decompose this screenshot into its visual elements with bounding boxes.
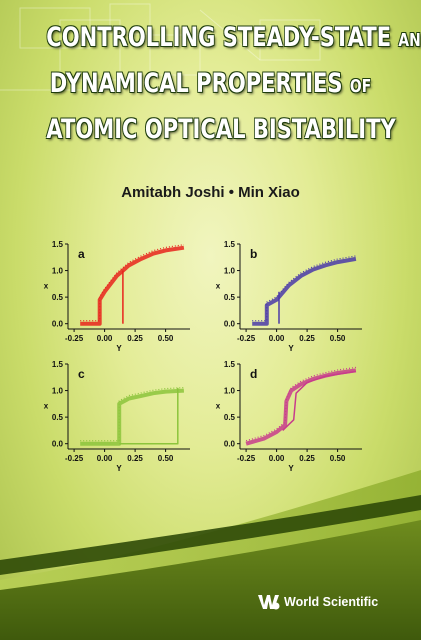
- x-tick-label: 0.00: [97, 334, 113, 343]
- x-tick-label: 0.25: [299, 454, 315, 463]
- world-scientific-logo-icon: [258, 595, 280, 610]
- x-tick-label: 0.50: [330, 454, 346, 463]
- panel-letter: d: [250, 367, 257, 381]
- x-tick-label: -0.25: [65, 454, 84, 463]
- publisher: World Scientific: [258, 593, 378, 611]
- title-line-1-small: AND: [398, 30, 421, 51]
- y-axis-label: x: [216, 282, 221, 291]
- panel-letter: c: [78, 367, 85, 381]
- series-line-2: [282, 370, 357, 431]
- x-tick-label: -0.25: [237, 454, 256, 463]
- chart-panel-a: -0.25 0.00 0.25 0.50 0.0 0.5 1.0 1.5 Yx a: [44, 240, 190, 353]
- y-tick-label: 1.0: [52, 387, 64, 396]
- y-axis-label: x: [216, 402, 221, 411]
- panel-letter: b: [250, 247, 257, 261]
- series-noise-1: [80, 387, 184, 442]
- title-line-1-main: CONTROLLING STEADY-STATE: [46, 22, 392, 53]
- y-tick-label: 1.5: [52, 360, 64, 369]
- title-line-3-main: ATOMIC OPTICAL BISTABILITY: [46, 114, 396, 145]
- x-axis-label: Y: [288, 344, 294, 353]
- x-tick-label: 0.25: [299, 334, 315, 343]
- y-axis-label: x: [44, 282, 49, 291]
- chart-panel-d: -0.25 0.00 0.25 0.50 0.0 0.5 1.0 1.5 Yx d: [216, 360, 362, 473]
- x-axis-label: Y: [116, 344, 122, 353]
- x-tick-label: 0.50: [330, 334, 346, 343]
- x-tick-label: 0.25: [127, 454, 143, 463]
- title-line-2: DYNAMICAL PROPERTIES OF: [46, 68, 374, 99]
- x-axis-label: Y: [116, 464, 122, 473]
- panel-letter: a: [78, 247, 85, 261]
- x-tick-label: 0.00: [97, 454, 113, 463]
- x-tick-label: 0.00: [269, 334, 285, 343]
- chart-panel-c: -0.25 0.00 0.25 0.50 0.0 0.5 1.0 1.5 Yx c: [44, 360, 190, 473]
- x-tick-label: 0.00: [269, 454, 285, 463]
- title-line-2-main: DYNAMICAL PROPERTIES: [49, 68, 343, 99]
- y-tick-label: 0.5: [224, 413, 236, 422]
- series-noise-1: [252, 255, 357, 322]
- series-line-2: [119, 387, 179, 445]
- y-tick-label: 1.0: [224, 267, 236, 276]
- y-axis-label: x: [44, 402, 49, 411]
- x-tick-label: 0.50: [158, 454, 174, 463]
- title-line-1: CONTROLLING STEADY-STATE AND: [46, 22, 421, 53]
- x-axis-label: Y: [288, 464, 294, 473]
- title-line-3: ATOMIC OPTICAL BISTABILITY: [46, 114, 395, 145]
- y-tick-label: 1.0: [52, 267, 64, 276]
- y-tick-label: 0.0: [52, 440, 64, 449]
- y-tick-label: 0.5: [52, 293, 64, 302]
- series-noise-1: [80, 244, 184, 322]
- y-tick-label: 0.5: [224, 293, 236, 302]
- y-tick-label: 1.5: [52, 240, 64, 249]
- y-tick-label: 1.0: [224, 387, 236, 396]
- chart-panel-b: -0.25 0.00 0.25 0.50 0.0 0.5 1.0 1.5 Yx b: [216, 240, 362, 353]
- x-tick-label: -0.25: [237, 334, 256, 343]
- series-line-1: [80, 245, 185, 326]
- y-tick-label: 0.0: [52, 320, 64, 329]
- series-line-1: [252, 256, 357, 326]
- title-line-2-small: OF: [349, 76, 372, 97]
- x-tick-label: 0.50: [158, 334, 174, 343]
- x-tick-label: -0.25: [65, 334, 84, 343]
- series-line-1: [80, 388, 185, 446]
- y-tick-label: 0.0: [224, 320, 236, 329]
- authors: Amitabh Joshi • Min Xiao: [121, 184, 300, 201]
- y-tick-label: 1.5: [224, 360, 236, 369]
- y-tick-label: 0.0: [224, 440, 236, 449]
- x-tick-label: 0.25: [127, 334, 143, 343]
- series-noise-1: [245, 366, 356, 442]
- series-line-1: [245, 368, 357, 446]
- y-tick-label: 1.5: [224, 240, 236, 249]
- publisher-name: World Scientific: [284, 595, 379, 609]
- y-tick-label: 0.5: [52, 413, 64, 422]
